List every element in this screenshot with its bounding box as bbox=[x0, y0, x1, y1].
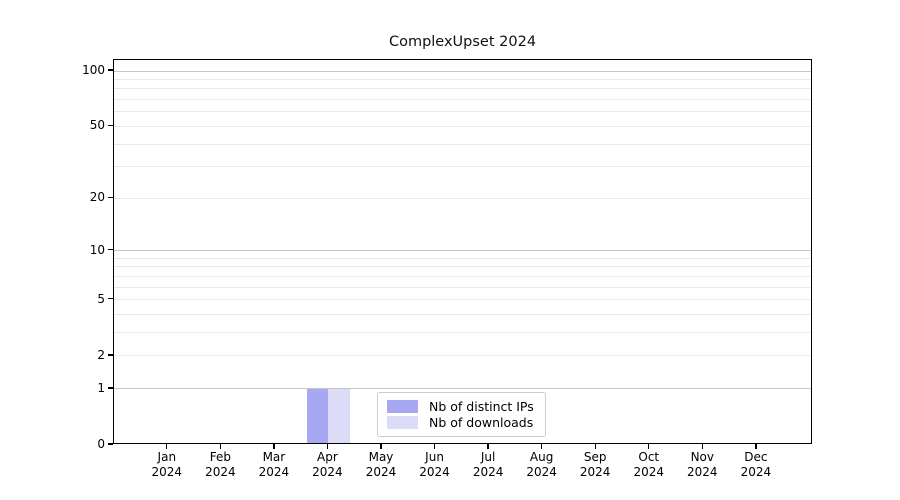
y-tick-label: 20 bbox=[89, 190, 105, 205]
legend-item-downloads: Nb of downloads bbox=[387, 415, 536, 430]
legend-label-distinct-ips: Nb of distinct IPs bbox=[429, 399, 534, 414]
gridline-minor bbox=[114, 111, 811, 113]
gridline-minor bbox=[114, 78, 811, 80]
x-tick-label-year: 2024 bbox=[633, 465, 665, 479]
x-axis-tick bbox=[701, 444, 703, 449]
x-tick-label-month: Sep bbox=[583, 450, 607, 464]
x-tick-label-year: 2024 bbox=[740, 465, 772, 479]
plot-canvas bbox=[114, 60, 811, 443]
x-tick-label: Jun 2024 bbox=[403, 450, 467, 480]
x-tick-label-month: May bbox=[368, 450, 394, 464]
x-axis-tick bbox=[219, 444, 222, 449]
x-tick-label-month: Feb bbox=[209, 450, 231, 464]
x-tick-label-year: 2024 bbox=[579, 465, 611, 479]
x-tick-label-year: 2024 bbox=[419, 465, 450, 479]
x-tick-label-year: 2024 bbox=[526, 465, 557, 479]
x-tick-label-month: Nov bbox=[690, 450, 714, 464]
legend: Nb of distinct IPs Nb of downloads bbox=[377, 392, 546, 437]
x-tick-label-year: 2024 bbox=[365, 465, 397, 479]
y-tick-label: 50 bbox=[89, 118, 105, 133]
y-axis-tick bbox=[108, 69, 114, 71]
x-axis-tick bbox=[755, 444, 757, 449]
x-axis-tick bbox=[648, 444, 650, 449]
gridline-major bbox=[114, 70, 811, 72]
x-tick-label-month: Mar bbox=[262, 450, 286, 464]
gridline-minor bbox=[114, 88, 811, 90]
x-axis-tick bbox=[487, 444, 489, 449]
x-tick-label-month: Jan bbox=[157, 450, 177, 464]
legend-swatch-distinct-ips bbox=[387, 400, 418, 413]
x-tick-label: Apr 2024 bbox=[295, 450, 359, 480]
x-axis-tick bbox=[594, 444, 596, 449]
x-tick-label: Aug 2024 bbox=[510, 450, 574, 480]
x-tick-label-year: 2024 bbox=[151, 465, 183, 479]
x-tick-label-month: Jul bbox=[480, 450, 496, 464]
x-tick-label: Oct 2024 bbox=[617, 450, 681, 480]
x-tick-label-month: Aug bbox=[529, 450, 554, 464]
y-axis-tick bbox=[108, 248, 114, 251]
x-tick-label: Sep 2024 bbox=[563, 450, 627, 480]
x-axis-tick bbox=[540, 444, 543, 449]
gridline-minor bbox=[114, 99, 811, 101]
gridline-minor bbox=[114, 314, 811, 316]
x-tick-label: May 2024 bbox=[349, 450, 413, 480]
x-tick-label: Dec 2024 bbox=[724, 450, 788, 480]
gridline-major bbox=[114, 250, 811, 252]
x-tick-label-month: Oct bbox=[638, 450, 660, 464]
x-tick-label-year: 2024 bbox=[258, 465, 290, 479]
gridline-minor bbox=[114, 266, 811, 268]
gridline-minor bbox=[114, 197, 811, 199]
x-tick-label-year: 2024 bbox=[312, 465, 343, 479]
x-tick-label-month: Dec bbox=[744, 450, 768, 464]
x-axis-tick bbox=[166, 444, 168, 449]
bar bbox=[328, 388, 350, 443]
plot-area bbox=[113, 59, 812, 444]
gridline-minor bbox=[114, 299, 811, 301]
x-tick-label-month: Apr bbox=[317, 450, 338, 464]
y-tick-label: 5 bbox=[97, 291, 105, 306]
legend-swatch-downloads bbox=[387, 416, 418, 429]
y-axis-tick bbox=[108, 298, 114, 300]
gridline-minor bbox=[114, 355, 811, 357]
y-tick-label: 100 bbox=[82, 63, 105, 77]
x-tick-label-year: 2024 bbox=[687, 465, 718, 479]
x-axis-tick bbox=[273, 444, 275, 449]
x-tick-label-year: 2024 bbox=[205, 465, 236, 479]
x-axis-tick bbox=[433, 444, 436, 449]
y-tick-label: 2 bbox=[97, 347, 105, 362]
y-axis-tick bbox=[108, 124, 114, 127]
y-tick-label: 0 bbox=[97, 437, 105, 451]
y-axis-tick bbox=[108, 196, 114, 198]
y-tick-label: 1 bbox=[97, 380, 105, 395]
gridline-minor bbox=[114, 286, 811, 288]
y-tick-label: 10 bbox=[89, 242, 105, 257]
gridline-minor bbox=[114, 166, 811, 168]
legend-label-downloads: Nb of downloads bbox=[429, 415, 534, 430]
x-tick-label: Feb 2024 bbox=[188, 450, 252, 480]
x-tick-label: Mar 2024 bbox=[242, 450, 306, 480]
x-tick-label-month: Jun bbox=[425, 450, 444, 464]
legend-item-distinct-ips: Nb of distinct IPs bbox=[387, 399, 536, 414]
x-tick-label: Jul 2024 bbox=[456, 450, 520, 480]
y-axis-tick bbox=[108, 354, 114, 356]
x-tick-label: Nov 2024 bbox=[670, 450, 734, 480]
x-tick-label-year: 2024 bbox=[472, 465, 504, 479]
y-axis-tick bbox=[108, 387, 114, 389]
x-axis-tick bbox=[380, 444, 382, 449]
gridline-minor bbox=[114, 275, 811, 277]
gridline-minor bbox=[114, 332, 811, 334]
gridline-major bbox=[114, 388, 811, 390]
x-axis-tick bbox=[326, 444, 329, 449]
bar bbox=[306, 388, 329, 443]
x-tick-label: Jan 2024 bbox=[135, 450, 199, 480]
gridline-minor bbox=[114, 125, 811, 127]
y-axis-tick bbox=[108, 443, 114, 445]
gridline-minor bbox=[114, 143, 811, 145]
chart-title: ComplexUpset 2024 bbox=[388, 34, 537, 50]
gridline-minor bbox=[114, 257, 811, 259]
